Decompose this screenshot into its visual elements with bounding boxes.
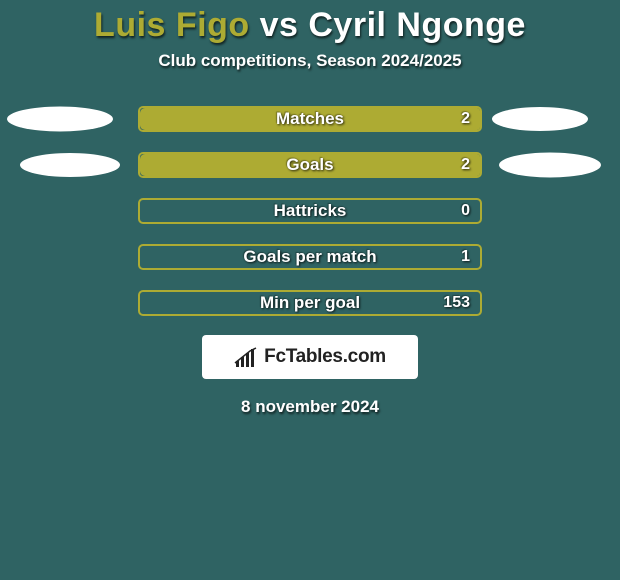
stat-row: 2Matches xyxy=(0,105,620,133)
comparison-infographic: Luis Figo vs Cyril Ngonge Club competiti… xyxy=(0,0,620,580)
bar-track: 2 xyxy=(138,106,482,132)
stat-row: 153Min per goal xyxy=(0,289,620,317)
bar-value: 153 xyxy=(443,294,470,312)
stat-row: 1Goals per match xyxy=(0,243,620,271)
bar-fill xyxy=(140,154,480,176)
bar-track: 153 xyxy=(138,290,482,316)
bar-value: 1 xyxy=(461,248,470,266)
barchart-icon xyxy=(234,347,258,367)
stat-bars: 2Matches 2Goals 0Hattricks 1Goals per match… xyxy=(0,105,620,317)
brand-text: FcTables.com xyxy=(264,346,386,368)
right-ellipse xyxy=(492,107,588,131)
bar-value: 0 xyxy=(461,202,470,220)
brand-badge: FcTables.com xyxy=(202,335,418,379)
bar-fill xyxy=(140,108,480,130)
title-vs: vs xyxy=(260,6,299,44)
left-ellipse xyxy=(7,107,113,132)
stat-row: 0Hattricks xyxy=(0,197,620,225)
bar-track: 0 xyxy=(138,198,482,224)
bar-value: 2 xyxy=(461,156,470,174)
footer-date: 8 november 2024 xyxy=(0,397,620,417)
bar-value: 2 xyxy=(461,110,470,128)
page-title: Luis Figo vs Cyril Ngonge xyxy=(0,0,620,45)
title-player-a: Luis Figo xyxy=(94,6,250,44)
stat-row: 2Goals xyxy=(0,151,620,179)
bar-track: 1 xyxy=(138,244,482,270)
subtitle: Club competitions, Season 2024/2025 xyxy=(0,51,620,71)
left-ellipse xyxy=(20,153,120,177)
title-player-b: Cyril Ngonge xyxy=(308,6,526,44)
bar-track: 2 xyxy=(138,152,482,178)
right-ellipse xyxy=(499,153,601,178)
